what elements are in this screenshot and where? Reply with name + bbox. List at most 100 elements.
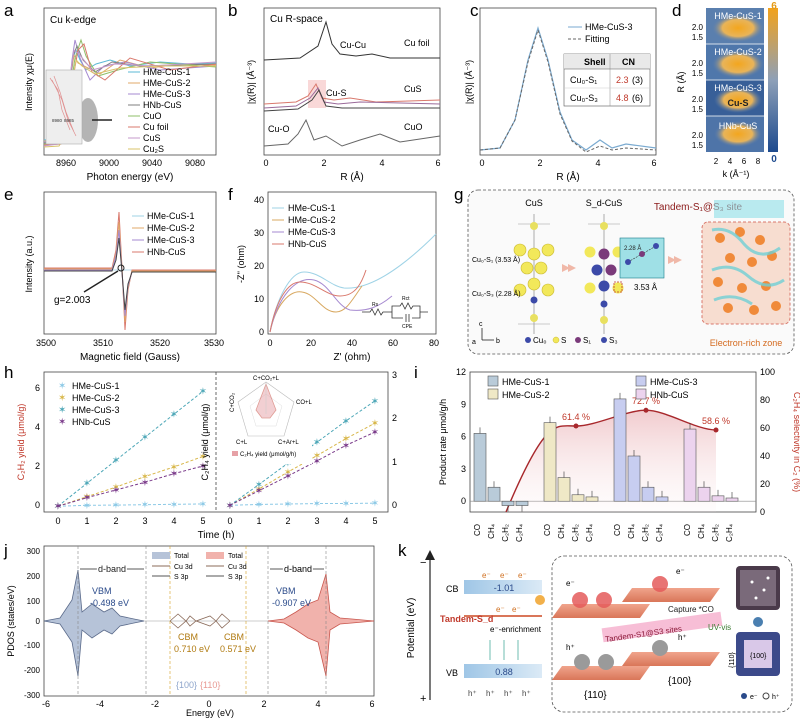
k-electron-2: e⁻ bbox=[500, 571, 509, 580]
h-left-point-4-4: ✶ bbox=[170, 469, 178, 480]
e-xlabel: Magnetic field (Gauss) bbox=[80, 352, 180, 363]
d-xtick-3: 6 bbox=[742, 157, 747, 166]
a-legend-3: HMe-CuS-3 bbox=[143, 89, 191, 99]
j-xtick-5: 2 bbox=[261, 699, 266, 709]
h-ytick-l-4: 4 bbox=[35, 422, 40, 432]
h-right-point-4-1: ✶ bbox=[255, 486, 263, 497]
j-legend-left: Total Cu 3d S 3p bbox=[152, 552, 193, 581]
e-xtick-1: 3500 bbox=[36, 338, 56, 348]
j-ytick-3: 100 bbox=[27, 597, 41, 606]
h-ytick-l-0: 0 bbox=[35, 500, 40, 510]
i-legend-4: HNb-CuS bbox=[650, 390, 689, 400]
b-title: Cu R-space bbox=[270, 14, 323, 25]
h-left-point-1-5: ✶ bbox=[199, 499, 207, 510]
d-label-2: HMe-CuS-2 bbox=[714, 47, 762, 57]
i-xlabel-2-2: CH₄ bbox=[557, 524, 566, 539]
g-sdcus-lattice bbox=[584, 214, 624, 334]
a-xtick-3: 9040 bbox=[142, 158, 162, 168]
h-right-point-1-3: ✶ bbox=[313, 499, 321, 510]
c-row1-cn-ideal: (3) bbox=[632, 75, 643, 85]
h-ytick-r-2: 2 bbox=[392, 413, 397, 423]
h-radar-label-1: C+CO₂+L bbox=[253, 376, 280, 382]
b-label-cuo: Cu-O bbox=[268, 124, 290, 134]
k-slab4-h: h⁺ bbox=[678, 633, 687, 642]
h-radar-label-2: CO+L bbox=[296, 400, 313, 406]
a-zoom-tick-2: 8985 bbox=[64, 118, 75, 123]
h-legend-3: HMe-CuS-3 bbox=[72, 405, 120, 415]
d-ytick-7: 2.0 bbox=[692, 131, 704, 140]
i-ytick-left-2: 3 bbox=[461, 464, 466, 474]
panel-g: CuS S_d-CuS Tandem-S₁@S₃ site Cu₀-S₁ (3.… bbox=[467, 189, 795, 355]
i-bar-4-4 bbox=[725, 497, 739, 502]
h-right-point-3-2: ✶ bbox=[284, 459, 292, 470]
k-electron-3: e⁻ bbox=[518, 571, 527, 580]
h-left-line-3 bbox=[57, 390, 204, 507]
a-title: Cu k-edge bbox=[50, 15, 97, 26]
j-xtick-4: 0 bbox=[206, 699, 211, 709]
h-right-point-4-0: ✶ bbox=[226, 501, 234, 512]
h-ylabel-left: C₂H₂ yield (μmol/g) bbox=[16, 404, 26, 481]
d-colorbar-min: 0 bbox=[771, 154, 777, 165]
f-xlabel: Z' (ohm) bbox=[334, 352, 371, 363]
g-electron-cloud bbox=[711, 200, 785, 315]
j-label-vbm-left-val: -0.498 eV bbox=[90, 598, 129, 608]
i-bar-1-3 bbox=[501, 500, 515, 506]
g-label-cu0s1: Cu₀-S₁ (3.53 Å) bbox=[472, 255, 520, 264]
c-xtick-1: 0 bbox=[479, 158, 484, 168]
h-ytick-r-0: 0 bbox=[392, 500, 397, 510]
a-legend-4: HNb-CuS bbox=[143, 100, 182, 110]
f-xtick-1: 0 bbox=[267, 338, 272, 348]
h-right-point-2-4: ✶ bbox=[342, 434, 350, 445]
d-ytick-5: 2.0 bbox=[692, 95, 704, 104]
f-ylabel: -Z'' (ohm) bbox=[236, 245, 246, 283]
k-facet-100: {100} bbox=[668, 676, 692, 687]
b-xlabel: R (Å) bbox=[340, 170, 363, 183]
h-left-line-2 bbox=[57, 455, 204, 507]
a-legend-8: Cu₂S bbox=[143, 144, 164, 154]
panel-i: 61.4 % 72.7 % 58.6 % CO CH₄ C₂H₂ C₂H₄ CO CH₄ C₂H₂… bbox=[438, 367, 800, 542]
c-row1-cn: 2.3 bbox=[616, 75, 629, 85]
j-label-facet-100: {100} bbox=[176, 680, 197, 690]
h-legend-2: HMe-CuS-2 bbox=[72, 393, 120, 403]
k-hole-1: h⁺ bbox=[468, 689, 477, 698]
a-xtick-4: 9080 bbox=[185, 158, 205, 168]
h-left-point-2-0: ✶ bbox=[54, 502, 62, 513]
i-ylabel-right: C₂H₄ selectivity in C₂ (%) bbox=[792, 392, 800, 492]
f-legend-1: HMe-CuS-1 bbox=[288, 203, 336, 213]
k-cb: CB bbox=[446, 584, 459, 594]
h-legend: ✶ HMe-CuS-1 ✶ HMe-CuS-2 ✶ HMe-CuS-3 ✶ HNb-Cu… bbox=[58, 381, 120, 428]
i-xlabel-3-4: C₂H₄ bbox=[655, 524, 664, 542]
i-ytick-right-2: 20 bbox=[760, 479, 770, 489]
i-selectivity-curve bbox=[505, 409, 717, 513]
b-label-cuo-ref: CuO bbox=[404, 122, 423, 132]
a-legend-5: CuO bbox=[143, 111, 162, 121]
i-ytick-right-5: 80 bbox=[760, 395, 770, 405]
panel-letter-g: g bbox=[454, 185, 463, 204]
j-xtick-1: -6 bbox=[42, 699, 50, 709]
h-right-line-1 bbox=[229, 502, 376, 506]
g-axis-b: b bbox=[496, 338, 500, 345]
d-ytick-2: 1.5 bbox=[692, 33, 704, 42]
h-right-point-4-2: ✶ bbox=[284, 472, 292, 483]
i-bar-4-1 bbox=[683, 428, 697, 502]
i-bar-1-2 bbox=[487, 486, 501, 502]
c-legend-1: HMe-CuS-3 bbox=[585, 22, 633, 32]
c-row2-cn-ideal: (6) bbox=[632, 93, 643, 103]
a-legend: HMe-CuS-1 HMe-CuS-2 HMe-CuS-3 HNb-CuS Cu… bbox=[128, 67, 191, 154]
h-left-point-1-2: ✶ bbox=[112, 501, 120, 512]
h-right-point-2-3: ✶ bbox=[313, 451, 321, 462]
h-legend-marker-4: ✶ bbox=[58, 417, 66, 428]
h-radar-label-3: C+Ar+L bbox=[278, 440, 299, 446]
c-table-header-2: CN bbox=[622, 57, 635, 67]
h-legend-4: HNb-CuS bbox=[72, 417, 111, 427]
c-legend-2: Fitting bbox=[585, 34, 610, 44]
j-label-facet-110: {110} bbox=[200, 680, 220, 690]
f-xtick-4: 60 bbox=[388, 338, 398, 348]
h-right-point-1-4: ✶ bbox=[342, 499, 350, 510]
b-xtick-1: 0 bbox=[263, 158, 268, 168]
k-hole-2: h⁺ bbox=[486, 689, 495, 698]
j-label-dband-right: d-band bbox=[284, 564, 312, 574]
d-xtick-2: 4 bbox=[728, 157, 733, 166]
h-right-point-4-4: ✶ bbox=[342, 441, 350, 452]
j-ytick-5: -100 bbox=[24, 641, 41, 650]
